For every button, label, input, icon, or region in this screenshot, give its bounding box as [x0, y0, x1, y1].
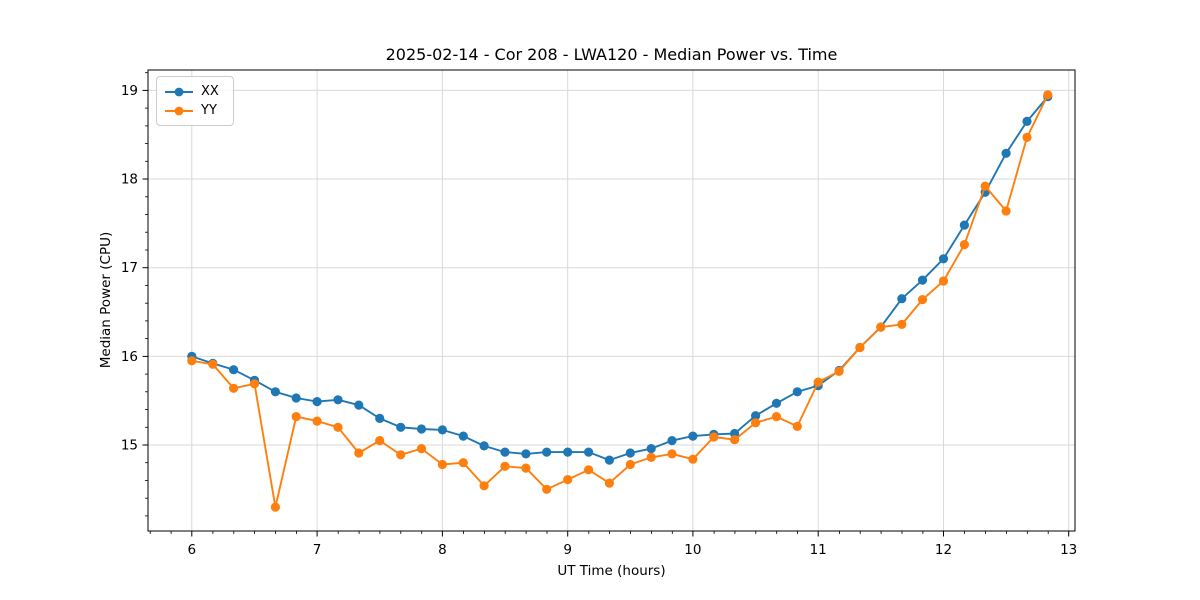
legend-line-marker-icon [165, 106, 193, 115]
svg-text:19: 19 [121, 83, 138, 99]
svg-text:7: 7 [313, 542, 322, 558]
legend-line-marker-icon [165, 87, 193, 96]
x-axis-label: UT Time (hours) [557, 563, 666, 579]
legend-label-xx: XX [201, 83, 219, 99]
svg-text:11: 11 [810, 542, 827, 558]
svg-text:13: 13 [1060, 542, 1077, 558]
svg-text:12: 12 [935, 542, 952, 558]
legend-item-yy: YY [164, 101, 225, 120]
svg-text:15: 15 [121, 438, 138, 454]
svg-text:18: 18 [121, 172, 138, 188]
legend-label-yy: YY [201, 102, 217, 118]
svg-text:17: 17 [121, 260, 138, 276]
svg-text:6: 6 [188, 542, 197, 558]
svg-text:16: 16 [121, 349, 138, 365]
svg-text:8: 8 [438, 542, 447, 558]
legend: XX YY [156, 76, 234, 126]
chart-title: 2025-02-14 - Cor 208 - LWA120 - Median P… [385, 45, 838, 64]
legend-item-xx: XX [164, 82, 225, 101]
svg-text:9: 9 [563, 542, 572, 558]
svg-text:10: 10 [684, 542, 701, 558]
